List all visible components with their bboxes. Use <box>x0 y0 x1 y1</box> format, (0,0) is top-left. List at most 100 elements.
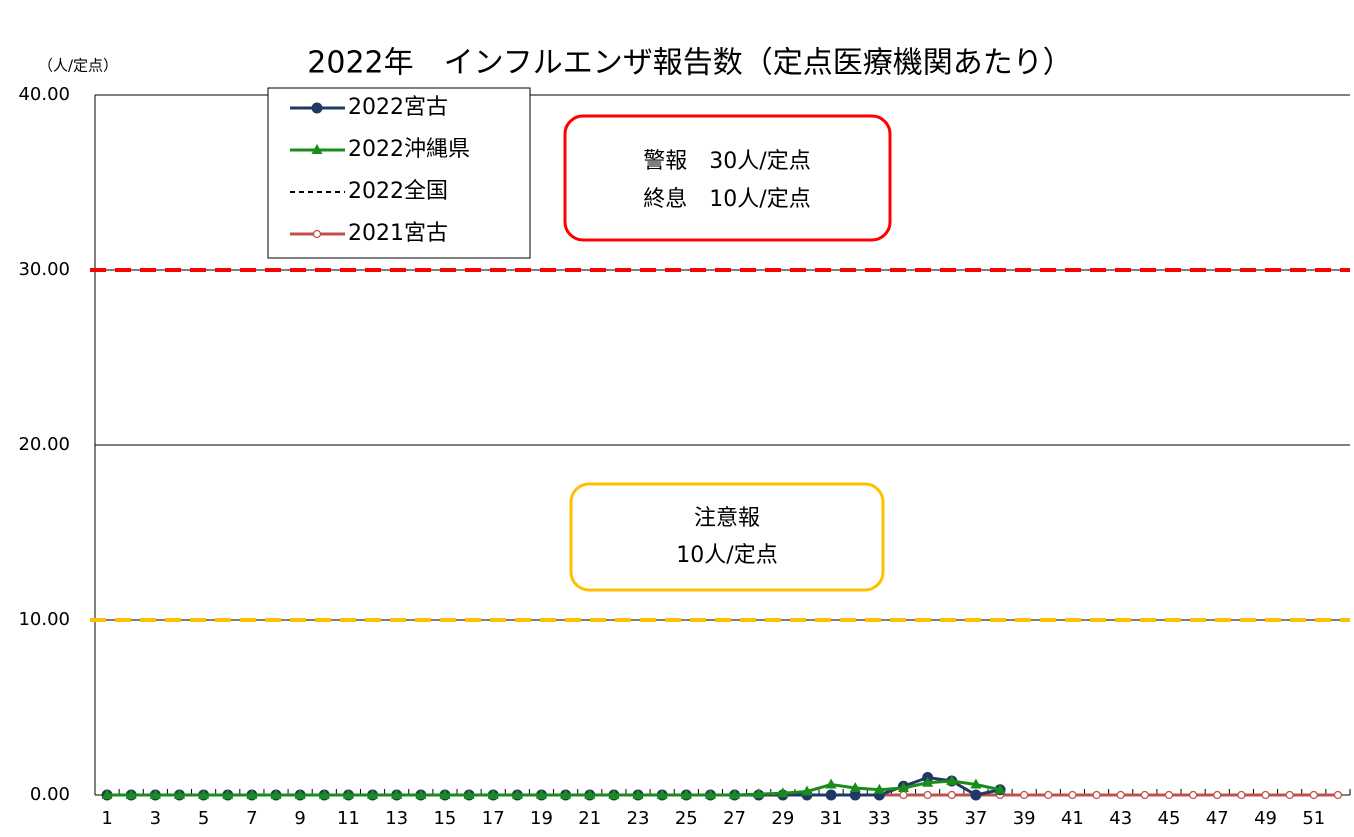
point <box>1020 790 1029 800</box>
point <box>898 782 910 792</box>
legend-label: 2022沖縄県 <box>348 137 470 162</box>
point <box>946 775 958 785</box>
point <box>970 778 982 789</box>
chart-title: 2022年 インフルエンザ報告数（定点医療機関あたり） <box>307 46 1072 81</box>
legend-label: 2022宮古 <box>348 95 448 120</box>
x-tick-label: 29 <box>771 808 794 829</box>
point <box>1213 790 1222 800</box>
point <box>1044 790 1053 800</box>
point <box>608 789 620 799</box>
y-axis-label: （人/定点） <box>38 57 118 75</box>
point <box>487 789 499 799</box>
x-tick-label: 11 <box>337 808 360 829</box>
point <box>849 789 861 801</box>
point <box>1285 790 1294 800</box>
legend-box <box>267 87 531 259</box>
x-tick-label: 21 <box>578 808 601 829</box>
legend-marker <box>312 229 322 239</box>
point <box>1092 790 1101 800</box>
point <box>825 789 837 801</box>
legend-marker <box>311 144 323 154</box>
x-tick-label: 33 <box>868 808 891 829</box>
legend-label: 2022全国 <box>348 179 448 204</box>
point <box>753 788 765 799</box>
x-tick-label: 45 <box>1158 808 1181 829</box>
legend-label: 2021宮古 <box>348 221 448 246</box>
annotation-text: 注意報 <box>694 506 760 531</box>
point <box>1261 790 1270 800</box>
annotation-text: 終息 10人/定点 <box>643 187 810 212</box>
point <box>1140 790 1150 800</box>
x-tick-label: 43 <box>1109 808 1132 829</box>
y-tick-label: 10.00 <box>18 609 70 630</box>
x-tick-label: 27 <box>723 808 746 829</box>
point <box>198 789 210 799</box>
point <box>873 783 885 794</box>
x-tick-label: 5 <box>198 808 209 829</box>
x-tick-label: 7 <box>246 808 257 829</box>
point <box>849 782 861 792</box>
point <box>511 789 523 799</box>
point <box>680 789 692 799</box>
point <box>899 790 908 800</box>
point <box>825 778 837 789</box>
point <box>101 789 113 799</box>
point <box>801 785 813 796</box>
x-tick-label: 35 <box>916 808 939 829</box>
y-tick-label: 30.00 <box>18 259 70 280</box>
point <box>342 789 354 799</box>
point <box>463 789 475 799</box>
point <box>391 789 403 799</box>
point <box>173 789 185 799</box>
x-tick-label: 13 <box>385 808 408 829</box>
point <box>584 789 596 799</box>
point <box>1068 790 1077 800</box>
x-tick-label: 19 <box>530 808 553 829</box>
x-tick-label: 17 <box>482 808 505 829</box>
point <box>704 789 716 799</box>
point <box>970 789 982 801</box>
y-tick-label: 20.00 <box>18 434 70 455</box>
point <box>656 789 668 799</box>
point <box>777 787 789 798</box>
point <box>318 789 330 799</box>
x-tick-label: 47 <box>1206 808 1229 829</box>
y-tick-label: 40.00 <box>18 84 70 105</box>
x-tick-label: 15 <box>433 808 456 829</box>
point <box>439 789 451 799</box>
x-tick-label: 39 <box>1013 808 1036 829</box>
point <box>947 790 956 800</box>
x-tick-label: 37 <box>964 808 987 829</box>
point <box>535 789 547 799</box>
x-tick-label: 41 <box>1061 808 1084 829</box>
point <box>1333 790 1343 800</box>
x-tick-label: 25 <box>675 808 698 829</box>
annotation-box <box>569 482 885 592</box>
point <box>1188 790 1198 800</box>
point <box>270 789 282 799</box>
y-tick-label: 0.00 <box>30 784 70 805</box>
legend-marker <box>311 102 323 114</box>
point <box>367 789 379 799</box>
x-tick-label: 49 <box>1254 808 1277 829</box>
annotation-text: 10人/定点 <box>676 543 777 568</box>
point <box>294 789 306 799</box>
point <box>922 776 934 787</box>
x-tick-label: 1 <box>101 808 112 829</box>
point <box>1116 790 1125 800</box>
point <box>1237 790 1246 800</box>
point <box>415 789 427 799</box>
annotation-box <box>563 114 892 242</box>
point <box>125 789 137 799</box>
point <box>246 789 258 799</box>
point <box>729 789 741 799</box>
point <box>149 789 161 799</box>
series-line <box>107 779 1001 797</box>
point <box>632 789 644 799</box>
annotation-text: 警報 30人/定点 <box>643 149 810 174</box>
point <box>1309 790 1318 800</box>
x-tick-label: 3 <box>150 808 161 829</box>
point <box>1164 790 1174 800</box>
x-tick-label: 9 <box>294 808 305 829</box>
